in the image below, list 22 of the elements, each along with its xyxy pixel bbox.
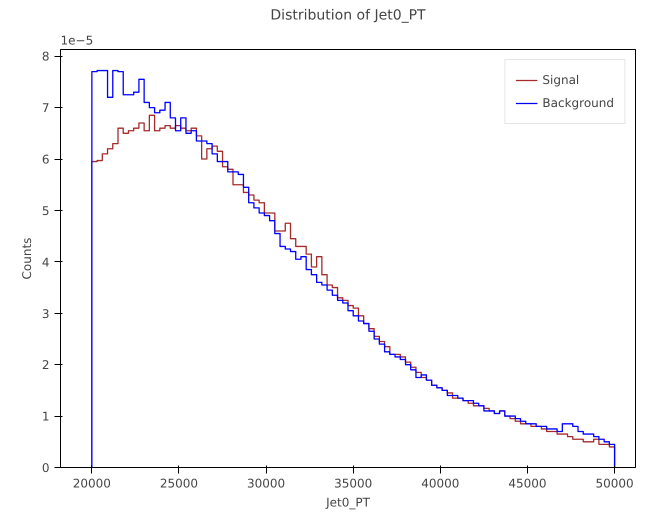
x-tick-label: 45000 xyxy=(508,476,547,490)
y-tick-label: 4 xyxy=(42,255,50,270)
x-tick-label: 30000 xyxy=(247,476,286,490)
y-tick-label: 0 xyxy=(42,461,50,475)
x-tick-label: 40000 xyxy=(421,476,460,490)
x-tick-label: 25000 xyxy=(160,476,198,490)
y-axis-title: Counts xyxy=(20,238,34,280)
legend-label: Background xyxy=(542,96,614,110)
text: 1e−5 xyxy=(60,34,94,48)
y-tick-label: 3 xyxy=(42,306,50,321)
x-tick-label: 20000 xyxy=(72,476,111,490)
chart-title: Distribution of Jet0_PT xyxy=(270,8,426,24)
y-tick-label: 6 xyxy=(42,152,50,167)
y-tick-label: 5 xyxy=(42,204,50,218)
legend-label: Signal xyxy=(542,73,580,87)
x-axis-title: Jet0_PT xyxy=(325,496,371,510)
y-tick-label: 1 xyxy=(42,410,50,424)
y-tick-label: 2 xyxy=(42,358,50,372)
y-tick-label: 7 xyxy=(42,101,50,116)
x-tick-label: 50000 xyxy=(596,476,634,490)
y-tick-label: 8 xyxy=(42,50,50,64)
x-tick-label: 35000 xyxy=(334,476,372,490)
